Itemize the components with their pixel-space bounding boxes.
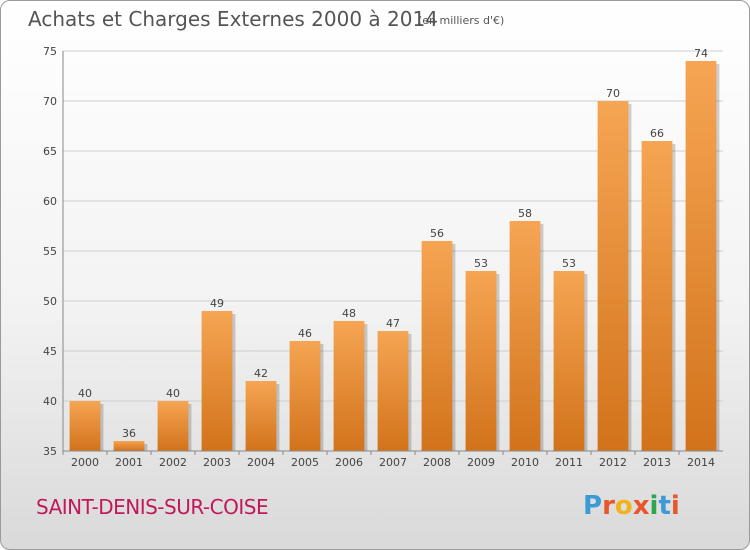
bar-2001 bbox=[113, 441, 145, 451]
data-label: 42 bbox=[254, 367, 268, 380]
x-tick-label: 2007 bbox=[379, 456, 407, 469]
x-tick-label: 2010 bbox=[511, 456, 539, 469]
x-tick-label: 2002 bbox=[159, 456, 187, 469]
bar-2007 bbox=[377, 331, 409, 451]
bar-2004 bbox=[245, 381, 277, 451]
bars bbox=[69, 61, 720, 451]
bar-2011 bbox=[553, 271, 585, 451]
chart-unit: (en milliers d'€) bbox=[418, 14, 505, 27]
bar-2000 bbox=[69, 401, 101, 451]
bar-2012 bbox=[597, 101, 629, 451]
x-tick-label: 2008 bbox=[423, 456, 451, 469]
y-tick-label: 60 bbox=[43, 195, 57, 208]
x-tick-label: 2012 bbox=[599, 456, 627, 469]
data-label: 36 bbox=[122, 427, 136, 440]
bar-2008 bbox=[421, 241, 453, 451]
data-label: 49 bbox=[210, 297, 224, 310]
chart-title: Achats et Charges Externes 2000 à 2014 bbox=[28, 7, 438, 31]
data-label: 40 bbox=[166, 387, 180, 400]
y-tick-label: 50 bbox=[43, 295, 57, 308]
axes bbox=[62, 51, 723, 455]
x-tick-label: 2005 bbox=[291, 456, 319, 469]
y-tick-label: 55 bbox=[43, 245, 57, 258]
y-tick-label: 35 bbox=[43, 445, 57, 458]
logo-letter: o bbox=[614, 491, 633, 521]
bar-2014 bbox=[685, 61, 717, 451]
bar-2010 bbox=[509, 221, 541, 451]
data-label: 53 bbox=[562, 257, 576, 270]
x-tick-label: 2000 bbox=[71, 456, 99, 469]
x-tick-label: 2014 bbox=[687, 456, 715, 469]
logo-letter: i bbox=[670, 491, 680, 521]
proxiti-logo: Proxiti bbox=[583, 491, 680, 521]
x-tick-label: 2013 bbox=[643, 456, 671, 469]
data-label: 46 bbox=[298, 327, 312, 340]
commune-name: SAINT-DENIS-SUR-COISE bbox=[36, 495, 269, 519]
bar-2003 bbox=[201, 311, 233, 451]
bar-2005 bbox=[289, 341, 321, 451]
data-label: 47 bbox=[386, 317, 400, 330]
x-tick-label: 2001 bbox=[115, 456, 143, 469]
y-tick-label: 65 bbox=[43, 145, 57, 158]
logo-letter: x bbox=[632, 491, 650, 521]
data-label: 40 bbox=[78, 387, 92, 400]
data-label: 70 bbox=[606, 87, 620, 100]
y-tick-label: 70 bbox=[43, 95, 57, 108]
data-label: 56 bbox=[430, 227, 444, 240]
y-tick-label: 75 bbox=[43, 45, 57, 58]
bar-2013 bbox=[641, 141, 673, 451]
data-label: 48 bbox=[342, 307, 356, 320]
x-tick-label: 2003 bbox=[203, 456, 231, 469]
x-tick-label: 2009 bbox=[467, 456, 495, 469]
bar-2002 bbox=[157, 401, 189, 451]
data-label: 74 bbox=[694, 47, 708, 60]
logo-letter: P bbox=[583, 491, 603, 521]
logo-letter: r bbox=[602, 491, 615, 521]
bar-2006 bbox=[333, 321, 365, 451]
x-tick-label: 2004 bbox=[247, 456, 275, 469]
logo-letter: t bbox=[658, 491, 671, 521]
logo-letter: i bbox=[649, 491, 659, 521]
data-label: 58 bbox=[518, 207, 532, 220]
data-label: 66 bbox=[650, 127, 664, 140]
bar-2009 bbox=[465, 271, 497, 451]
x-tick-label: 2011 bbox=[555, 456, 583, 469]
y-tick-label: 40 bbox=[43, 395, 57, 408]
x-tick-label: 2006 bbox=[335, 456, 363, 469]
y-tick-label: 45 bbox=[43, 345, 57, 358]
data-label: 53 bbox=[474, 257, 488, 270]
labels: 35 40 45 50 55 60 65 70 75 40 2000 36 2001 40 2002 49 20… bbox=[43, 45, 715, 469]
